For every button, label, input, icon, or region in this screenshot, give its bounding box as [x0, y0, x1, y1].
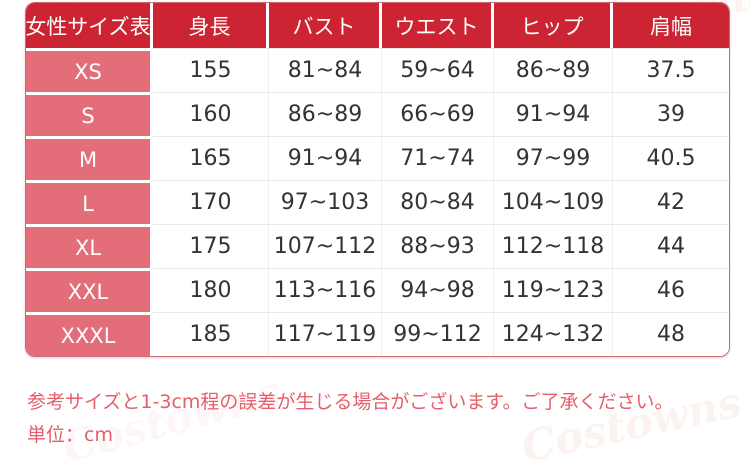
table-cell-l-height: 170: [153, 180, 269, 224]
table-cell-m-waist: 71~74: [382, 136, 494, 180]
table-cell-xs-bust: 81~84: [269, 48, 382, 92]
table-cell-xxxl-waist: 99~112: [382, 312, 494, 356]
table-cell-l-shoulder: 42: [613, 180, 729, 224]
table-cell-xxl-height: 180: [153, 268, 269, 312]
unit-text: 単位：cm: [27, 424, 113, 446]
table-cell-xxl-shoulder: 46: [613, 268, 729, 312]
table-cell-xxl-hip: 119~123: [494, 268, 613, 312]
table-cell-xs-waist: 59~64: [382, 48, 494, 92]
size-label-l: L: [26, 180, 153, 224]
table-cell-xxxl-bust: 117~119: [269, 312, 382, 356]
table-cell-m-height: 165: [153, 136, 269, 180]
table-cell-s-waist: 66~69: [382, 92, 494, 136]
table-cell-xl-height: 175: [153, 224, 269, 268]
size-table-grid: 女性サイズ表 身長 バスト ウエスト ヒップ 肩幅 XS 155 81~84 5…: [26, 3, 729, 356]
table-cell-l-bust: 97~103: [269, 180, 382, 224]
footer-notes: 参考サイズと1-3cm程の誤差が生じる場合がございます。ご了承ください。 単位：…: [27, 386, 674, 452]
column-header-size-chart: 女性サイズ表: [26, 3, 153, 48]
column-header-height: 身長: [153, 3, 269, 48]
table-cell-xxl-waist: 94~98: [382, 268, 494, 312]
size-label-xs: XS: [26, 48, 153, 92]
table-cell-s-height: 160: [153, 92, 269, 136]
table-cell-l-hip: 104~109: [494, 180, 613, 224]
table-cell-xl-waist: 88~93: [382, 224, 494, 268]
table-cell-xl-hip: 112~118: [494, 224, 613, 268]
table-cell-xl-bust: 107~112: [269, 224, 382, 268]
table-cell-xxxl-shoulder: 48: [613, 312, 729, 356]
column-header-shoulder: 肩幅: [613, 3, 729, 48]
table-cell-s-shoulder: 39: [613, 92, 729, 136]
table-cell-m-shoulder: 40.5: [613, 136, 729, 180]
column-header-bust: バスト: [269, 3, 382, 48]
table-cell-s-hip: 91~94: [494, 92, 613, 136]
size-label-xl: XL: [26, 224, 153, 268]
table-cell-s-bust: 86~89: [269, 92, 382, 136]
table-cell-xl-shoulder: 44: [613, 224, 729, 268]
size-label-s: S: [26, 92, 153, 136]
table-cell-xs-hip: 86~89: [494, 48, 613, 92]
table-cell-m-bust: 91~94: [269, 136, 382, 180]
table-cell-l-waist: 80~84: [382, 180, 494, 224]
size-label-m: M: [26, 136, 153, 180]
table-cell-xs-height: 155: [153, 48, 269, 92]
table-cell-xxl-bust: 113~116: [269, 268, 382, 312]
column-header-hip: ヒップ: [494, 3, 613, 48]
column-header-waist: ウエスト: [382, 3, 494, 48]
size-disclaimer-text: 参考サイズと1-3cm程の誤差が生じる場合がございます。ご了承ください。: [27, 391, 674, 413]
table-cell-m-hip: 97~99: [494, 136, 613, 180]
size-label-xxl: XXL: [26, 268, 153, 312]
women-size-chart-table: 女性サイズ表 身長 バスト ウエスト ヒップ 肩幅 XS 155 81~84 5…: [25, 2, 730, 357]
table-cell-xs-shoulder: 37.5: [613, 48, 729, 92]
size-label-xxxl: XXXL: [26, 312, 153, 356]
table-cell-xxxl-hip: 124~132: [494, 312, 613, 356]
table-cell-xxxl-height: 185: [153, 312, 269, 356]
